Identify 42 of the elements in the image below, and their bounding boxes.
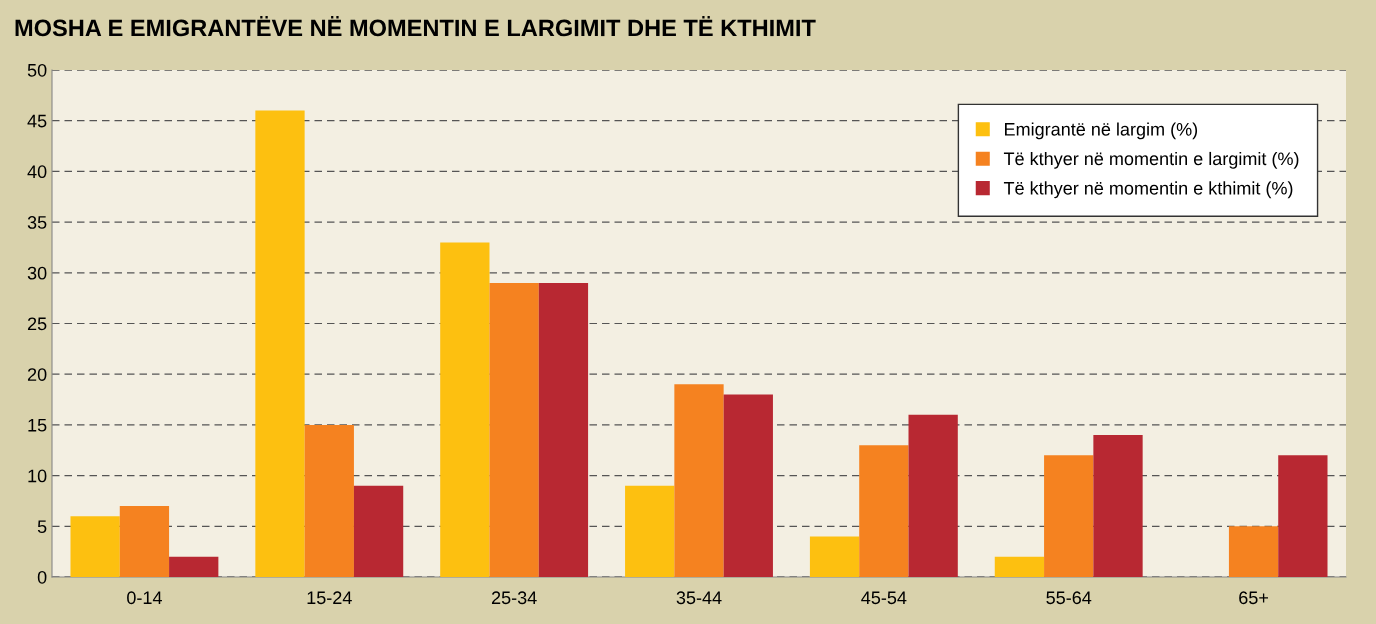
bar bbox=[1228, 526, 1279, 577]
bar bbox=[994, 556, 1045, 577]
bar bbox=[859, 445, 909, 577]
bar bbox=[440, 242, 490, 577]
chart-title: MOSHA E EMIGRANTËVE NË MOMENTIN E LARGIMIT DHE TË KTHIMIT bbox=[15, 15, 816, 37]
bar bbox=[489, 282, 539, 577]
bar bbox=[809, 536, 860, 577]
legend-label: Të kthyer në momentin e kthimit (%) bbox=[1003, 181, 1293, 199]
y-tick-label: 5 bbox=[37, 520, 47, 534]
x-tick-label: 0-14 bbox=[127, 591, 162, 605]
y-tick-label: 25 bbox=[27, 317, 47, 331]
legend-label: Emigrantë në largim (%) bbox=[1005, 122, 1198, 140]
x-tick-label: 55-64 bbox=[1046, 591, 1092, 605]
x-tick-label: 65+ bbox=[1239, 591, 1268, 605]
y-tick-label: 50 bbox=[27, 63, 47, 77]
y-tick-label: 15 bbox=[28, 419, 47, 432]
bar bbox=[119, 506, 170, 577]
x-tick-label: 35-44 bbox=[676, 591, 722, 605]
y-tick-label: 40 bbox=[27, 165, 47, 179]
bar bbox=[353, 485, 404, 577]
x-tick-label: 45-54 bbox=[861, 591, 907, 605]
bar bbox=[625, 485, 675, 577]
legend-label: Të kthyer në momentin e largimit (%) bbox=[1003, 151, 1299, 169]
x-tick-label: 15-24 bbox=[307, 591, 352, 605]
bar bbox=[538, 282, 589, 577]
x-tick-label: 25-34 bbox=[491, 591, 537, 605]
bar bbox=[304, 424, 354, 577]
bar bbox=[255, 110, 305, 577]
y-tick-label: 30 bbox=[27, 266, 47, 280]
y-tick-label: 20 bbox=[27, 368, 47, 381]
bar bbox=[1093, 435, 1143, 577]
y-tick-label: 35 bbox=[27, 216, 47, 229]
bar bbox=[723, 394, 773, 577]
bar bbox=[908, 414, 958, 577]
y-tick-label: 0 bbox=[37, 570, 47, 584]
bar bbox=[70, 516, 120, 577]
bar bbox=[169, 556, 219, 577]
bar bbox=[1044, 455, 1094, 577]
bar bbox=[674, 384, 724, 577]
y-tick-label: 45 bbox=[27, 114, 47, 128]
y-tick-label: 10 bbox=[28, 469, 47, 483]
bar bbox=[1278, 455, 1328, 577]
